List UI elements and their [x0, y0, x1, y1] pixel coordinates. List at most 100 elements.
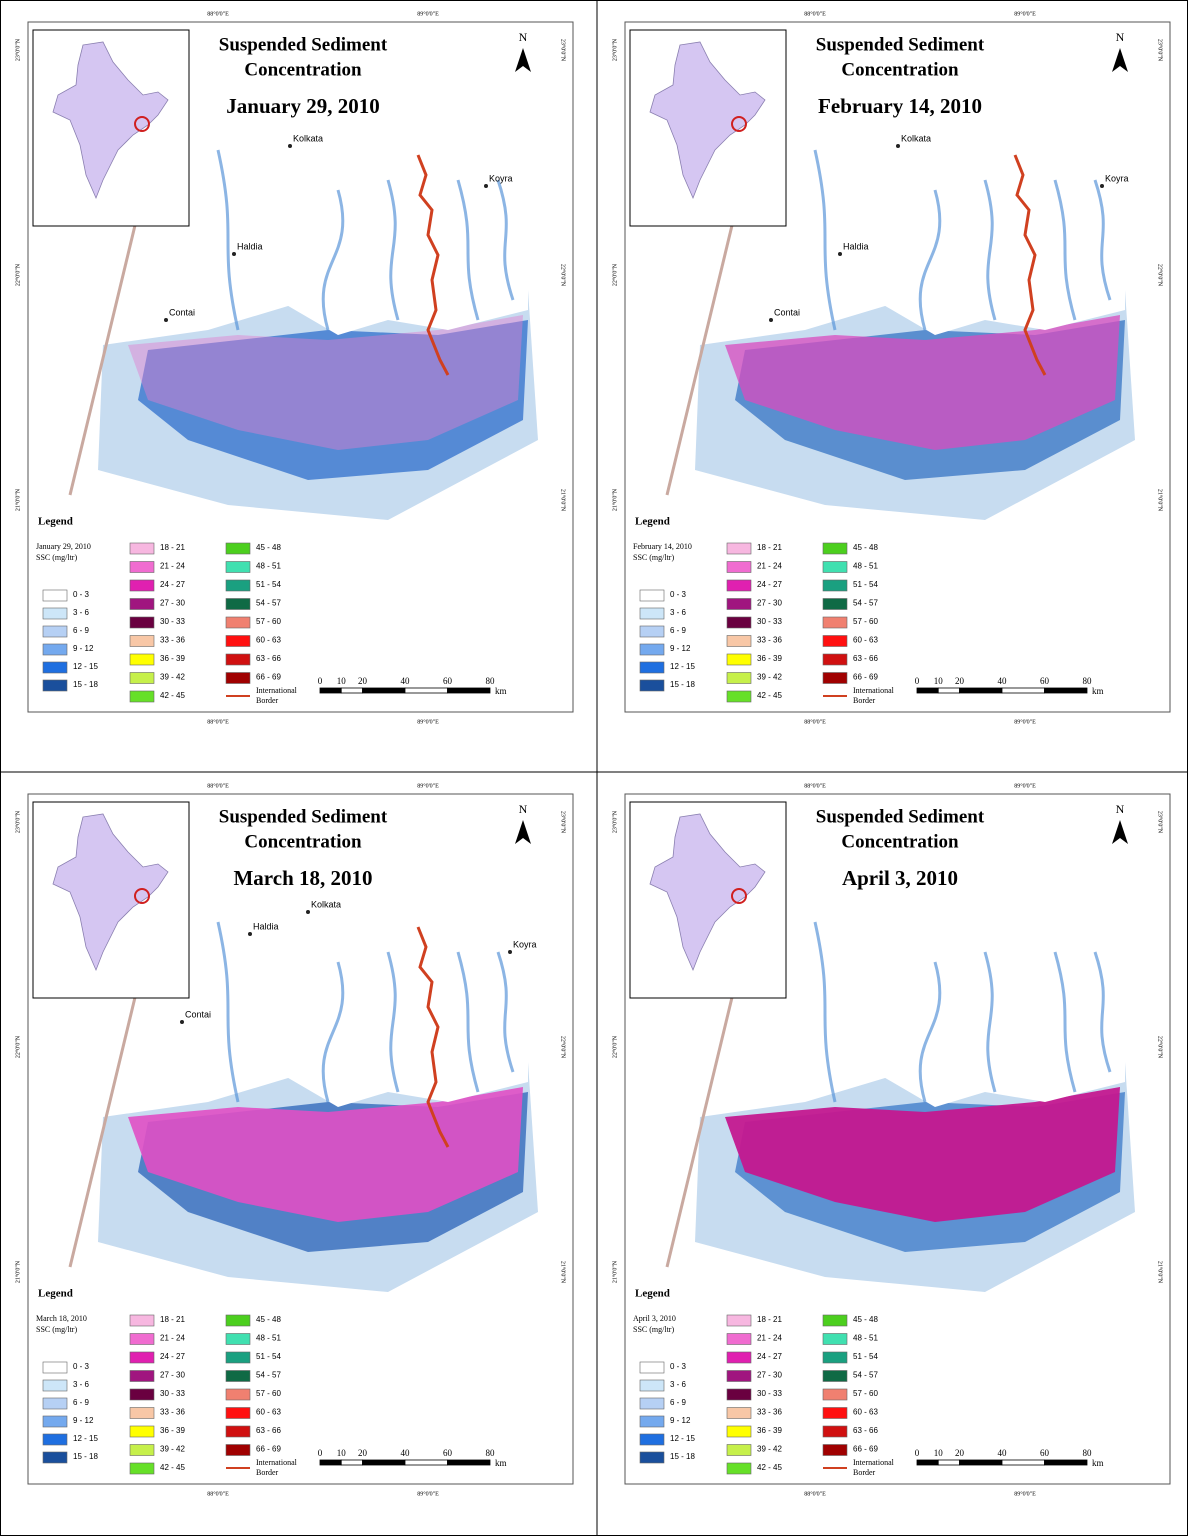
legend-swatch — [129, 1444, 155, 1456]
lat-label: 21°0'0"N — [1157, 489, 1164, 512]
scale-label: 0 — [318, 676, 323, 686]
scale-segment — [916, 687, 939, 694]
river — [918, 961, 942, 1103]
lon-label: 88°0'0"E — [207, 718, 229, 725]
river — [1053, 179, 1077, 321]
legend-label: 33 - 36 — [160, 636, 185, 645]
scale-segment — [1001, 1459, 1045, 1466]
legend-label: 45 - 48 — [853, 543, 878, 552]
scale-label: 80 — [1083, 1448, 1093, 1458]
legend-label: 3 - 6 — [73, 1380, 90, 1389]
scale-label: 10 — [934, 1448, 944, 1458]
place-label: Haldia — [253, 921, 279, 931]
legend-label: 3 - 6 — [670, 1380, 687, 1389]
north-arrow — [515, 48, 531, 72]
inset-india — [52, 41, 169, 200]
legend-swatch — [225, 672, 251, 684]
north-label: N — [519, 802, 528, 816]
legend-label: 9 - 12 — [670, 1416, 691, 1425]
legend-label: 66 - 69 — [256, 673, 281, 682]
legend-swatch — [822, 579, 848, 592]
legend-label: 21 - 24 — [757, 562, 782, 571]
scale-segment — [319, 687, 342, 694]
legend-label: 39 - 42 — [757, 673, 782, 682]
lat-label: 22°0'0"N — [611, 1035, 618, 1058]
legend-label: 27 - 30 — [757, 1371, 782, 1380]
map-title: Suspended Sediment — [219, 34, 388, 55]
legend-swatch — [639, 1433, 665, 1446]
legend-label: 9 - 12 — [73, 644, 94, 653]
inset-marker — [134, 116, 150, 132]
legend-swatch — [822, 1407, 848, 1419]
lat-label: 22°0'0"N — [1157, 264, 1164, 287]
scale-segment — [447, 687, 491, 694]
scale-label: 20 — [358, 676, 368, 686]
inset-marker — [134, 888, 150, 904]
legend-swatch — [225, 1351, 251, 1364]
lat-label: 21°0'0"N — [14, 488, 21, 511]
legend-label: 51 - 54 — [853, 580, 878, 589]
legend-swatch — [225, 635, 251, 647]
legend-label: 18 - 21 — [757, 543, 782, 552]
legend-swatch — [639, 1379, 665, 1392]
legend-swatch — [639, 643, 665, 656]
lon-label: 88°0'0"E — [207, 782, 229, 789]
legend-swatch — [129, 579, 155, 592]
river — [456, 179, 480, 321]
legend-swatch — [225, 542, 251, 555]
place-label: Contai — [169, 307, 195, 317]
north-arrow — [1112, 820, 1128, 844]
scale-label: 20 — [358, 1448, 368, 1458]
legend-swatch — [726, 561, 752, 573]
sediment-pink — [128, 315, 523, 450]
legend-swatch — [225, 1388, 251, 1401]
legend-label: 63 - 66 — [853, 654, 878, 663]
legend-swatch — [129, 1407, 155, 1419]
legend-swatch — [726, 690, 752, 703]
legend-swatch — [822, 1333, 848, 1345]
legend-label: 6 - 9 — [670, 1398, 687, 1407]
legend-swatch — [42, 1451, 68, 1464]
legend-unit: SSC (mg/ltr) — [633, 1325, 674, 1334]
legend-swatch — [822, 653, 848, 666]
legend-label: 33 - 36 — [757, 1408, 782, 1417]
legend-swatch — [822, 1370, 848, 1382]
legend-label: 30 - 33 — [160, 617, 185, 626]
legend-swatch — [726, 542, 752, 555]
legend-label: 15 - 18 — [73, 1452, 98, 1461]
river — [216, 921, 240, 1103]
inset-india — [649, 41, 766, 200]
scale-label: 80 — [486, 1448, 496, 1458]
sediment-pink — [725, 315, 1120, 450]
legend-swatch — [42, 1361, 68, 1374]
sediment-pink — [725, 1087, 1120, 1222]
scale-unit: km — [1092, 1458, 1104, 1468]
map-title: Suspended Sediment — [816, 806, 985, 827]
scale-label: 10 — [337, 1448, 347, 1458]
legend-swatch — [726, 1388, 752, 1401]
lon-label: 88°0'0"E — [207, 1490, 229, 1497]
legend-swatch — [639, 1451, 665, 1464]
legend-swatch — [129, 561, 155, 573]
legend-swatch — [129, 598, 155, 610]
legend-label: 42 - 45 — [757, 691, 782, 700]
legend-label: 24 - 27 — [160, 580, 185, 589]
lon-label: 89°0'0"E — [417, 10, 439, 17]
international-border — [1013, 154, 1047, 376]
sediment-pink — [128, 1087, 523, 1222]
legend-title: Legend — [635, 1288, 670, 1300]
lon-label: 89°0'0"E — [1014, 1490, 1036, 1497]
place-dot — [769, 318, 773, 322]
legend-swatch — [129, 1462, 155, 1475]
legend-label: 27 - 30 — [160, 1371, 185, 1380]
river — [918, 189, 942, 331]
lat-label: 21°0'0"N — [560, 489, 567, 512]
lat-label: 21°0'0"N — [611, 1260, 618, 1283]
legend-label: 63 - 66 — [256, 1426, 281, 1435]
legend-label: 57 - 60 — [256, 1389, 281, 1398]
place-label: Kolkata — [901, 133, 931, 143]
place-label: Haldia — [237, 241, 263, 251]
legend-label: 45 - 48 — [256, 1315, 281, 1324]
legend-label: 66 - 69 — [853, 673, 878, 682]
lon-label: 88°0'0"E — [207, 10, 229, 17]
